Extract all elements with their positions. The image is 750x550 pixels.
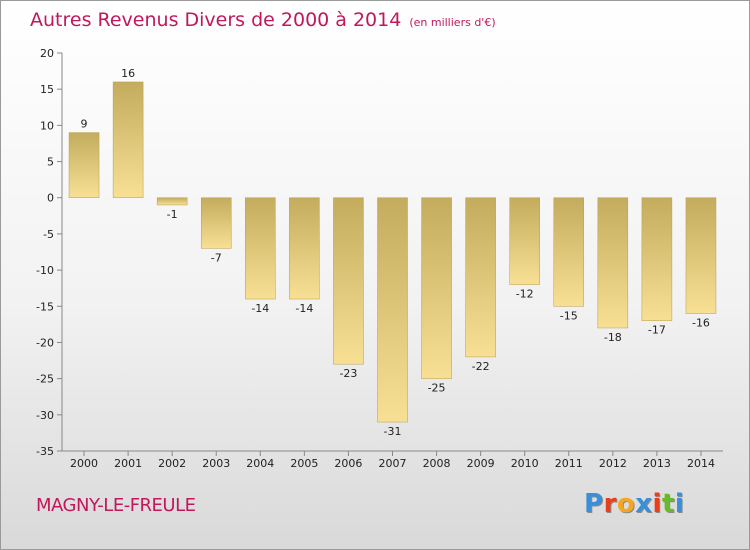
- x-tick-label-2007: 2007: [379, 457, 407, 470]
- proxiti-logo[interactable]: Proxiti: [584, 489, 684, 519]
- x-tick-label-2008: 2008: [423, 457, 451, 470]
- y-tick-label: -5: [43, 228, 54, 241]
- data-label-2009: -22: [472, 360, 490, 373]
- data-labels: 9 16 -1 -7 -14 -14 -23 -31 -25 -22 -12 -15 -18 -17 -16: [81, 67, 710, 438]
- x-tick-label-2001: 2001: [114, 457, 142, 470]
- data-label-2013: -17: [648, 324, 666, 337]
- data-label-2004: -14: [251, 302, 269, 315]
- data-label-2007: -31: [384, 425, 402, 438]
- logo-letter: P: [584, 489, 604, 519]
- y-tick-label: -25: [36, 373, 54, 386]
- bar-2010: [509, 197, 540, 285]
- chart-title-text: Autres Revenus Divers de 2000 à 2014: [30, 9, 402, 31]
- bar-2013: [641, 197, 673, 321]
- logo-letter: t: [661, 489, 675, 519]
- x-tick-label-2011: 2011: [555, 457, 583, 470]
- y-tick-label: -15: [36, 300, 54, 313]
- y-tick-label: -20: [36, 336, 54, 349]
- x-tick-label-2004: 2004: [246, 457, 274, 470]
- data-label-2001: 16: [121, 67, 135, 80]
- bar-2012: [597, 197, 629, 329]
- commune-name: MAGNY-LE-FREULE: [36, 495, 196, 516]
- data-label-2008: -25: [428, 382, 446, 395]
- bar-2009: [465, 197, 496, 358]
- bar-2005: [289, 197, 320, 300]
- data-label-2014: -16: [692, 317, 710, 330]
- data-label-2005: -14: [295, 302, 313, 315]
- logo-letter: i: [652, 489, 662, 519]
- y-tick-label: -10: [36, 264, 54, 277]
- y-tick-label: 0: [47, 192, 54, 205]
- y-tick-label: -30: [36, 409, 54, 422]
- bar-2011: [553, 197, 585, 307]
- data-label-2012: -18: [604, 331, 622, 344]
- bar-2001: [112, 81, 144, 198]
- bar-2003: [200, 197, 232, 249]
- y-tick-label: 10: [40, 119, 54, 132]
- axes: 20 15 10 5 0 -5 -10 -15 -20 -25 -30 -35 2000 2001 2002…: [36, 47, 723, 470]
- chart-subtitle: (en milliers d'€): [409, 16, 496, 29]
- bar-2008: [421, 197, 452, 379]
- data-label-2002: -1: [167, 208, 178, 221]
- x-tick-label-2013: 2013: [643, 457, 671, 470]
- x-tick-label-2005: 2005: [290, 457, 318, 470]
- bar-2007: [377, 197, 408, 423]
- x-tick-label-2000: 2000: [70, 457, 98, 470]
- logo-letter: r: [603, 489, 617, 519]
- data-label-2011: -15: [560, 309, 578, 322]
- bars: [68, 81, 717, 423]
- y-tick-label: -35: [36, 445, 54, 458]
- y-tick-label: 20: [40, 47, 54, 60]
- logo-letter: o: [616, 489, 636, 519]
- x-tick-label-2002: 2002: [158, 457, 186, 470]
- bar-2014: [685, 197, 717, 314]
- chart-title: Autres Revenus Divers de 2000 à 2014 (en …: [30, 9, 496, 31]
- x-tick-label-2006: 2006: [334, 457, 362, 470]
- x-tick-label-2003: 2003: [202, 457, 230, 470]
- logo-letter: i: [674, 489, 685, 519]
- logo-letter: x: [635, 489, 653, 519]
- data-label-2003: -7: [211, 251, 222, 264]
- bar-2002: [156, 197, 188, 206]
- bar-2000: [68, 132, 100, 198]
- x-tick-label-2010: 2010: [511, 457, 539, 470]
- bar-2004: [245, 197, 276, 300]
- data-label-2006: -23: [339, 367, 357, 380]
- y-tick-label: 5: [47, 156, 54, 169]
- x-tick-label-2009: 2009: [467, 457, 495, 470]
- data-label-2000: 9: [81, 118, 88, 131]
- bar-2006: [333, 197, 364, 365]
- data-label-2010: -12: [516, 288, 534, 301]
- x-tick-label-2012: 2012: [599, 457, 627, 470]
- y-tick-label: 15: [40, 83, 54, 96]
- x-tick-label-2014: 2014: [687, 457, 715, 470]
